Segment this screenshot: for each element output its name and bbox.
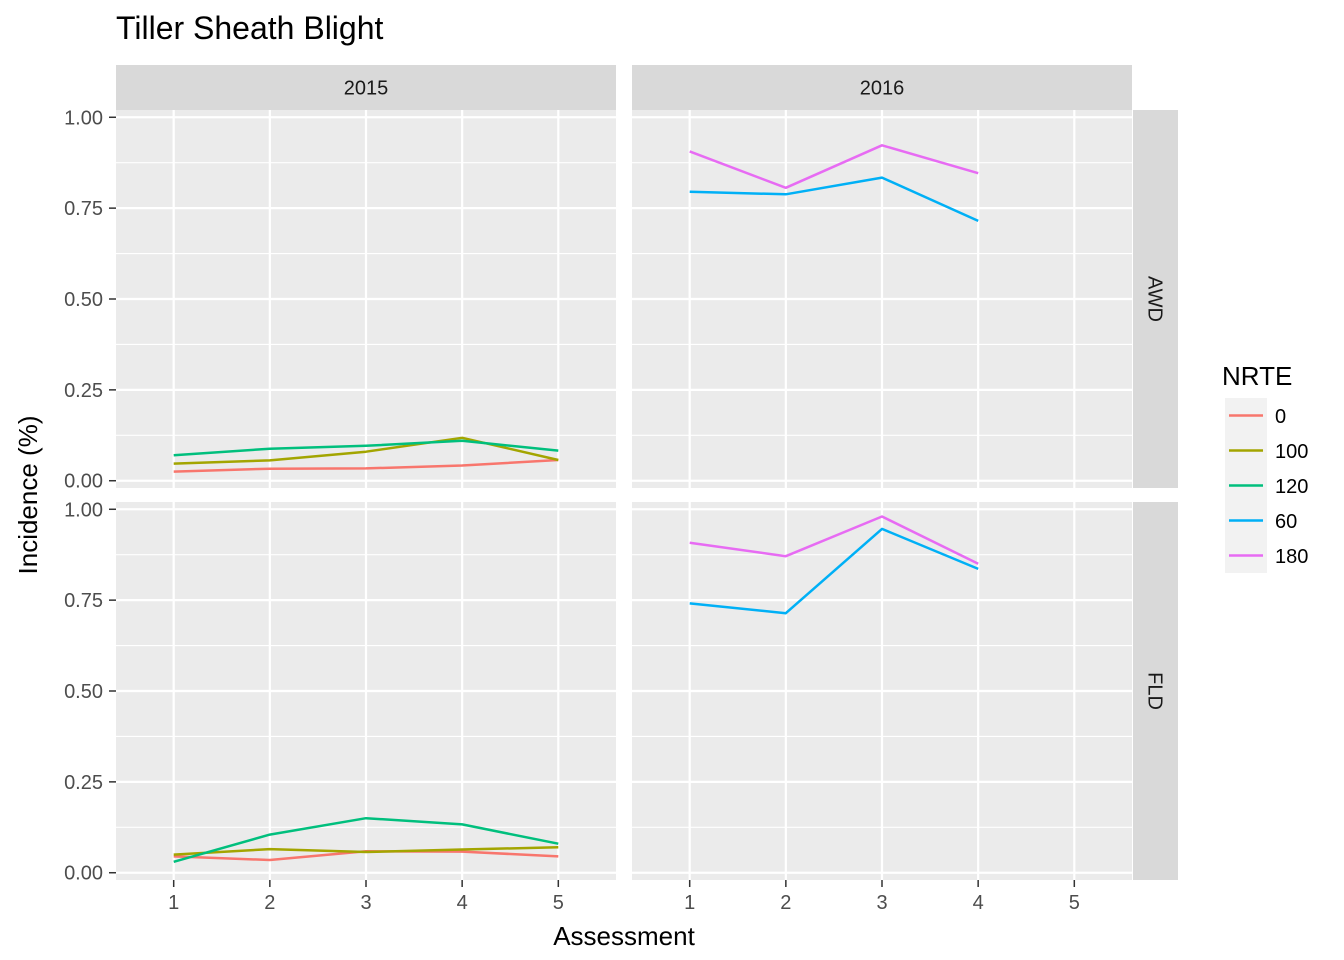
legend-label: 120	[1275, 476, 1308, 498]
x-tick-label: 5	[1069, 892, 1080, 914]
strip-2015: 2015	[116, 65, 616, 110]
y-tick-label: 0.00	[64, 471, 103, 493]
y-tick-label: 0.75	[64, 198, 103, 220]
row-strip	[1133, 110, 1178, 488]
row-strip-label: FLD	[1144, 672, 1166, 710]
legend-item-120: 120	[1225, 468, 1308, 503]
x-tick-label: 3	[876, 892, 887, 914]
series-line-180-2016-AWD	[689, 144, 979, 190]
legend-item-0: 0	[1225, 398, 1286, 433]
y-tick-label: 0.50	[64, 681, 103, 703]
row-strip-label: AWD	[1144, 276, 1166, 322]
row-strip	[1133, 502, 1178, 880]
series-line-120-2015-AWD	[173, 439, 559, 457]
x-tick-label: 2	[264, 892, 275, 914]
strip-2016: 2016	[632, 65, 1132, 110]
y-tick-label: 1.00	[64, 107, 103, 129]
x-tick-label: 4	[973, 892, 984, 914]
x-tick-label: 5	[553, 892, 564, 914]
legend-label: 0	[1275, 406, 1286, 428]
strip-AWD: AWD	[1133, 110, 1178, 488]
series-line-100-2015-FLD	[173, 846, 559, 856]
panel-2015-FLD	[116, 502, 616, 880]
y-tick-label: 0.25	[64, 380, 103, 402]
x-tick-label: 2	[780, 892, 791, 914]
column-strip-label: 2016	[860, 78, 905, 100]
x-tick-label: 1	[684, 892, 695, 914]
y-tick-label: 1.00	[64, 499, 103, 521]
x-axis-title: Assessment	[553, 921, 695, 951]
x-tick-label: 4	[457, 892, 468, 914]
chart-title: Tiller Sheath Blight	[116, 10, 384, 46]
strip-FLD: FLD	[1133, 502, 1178, 880]
column-strip	[632, 65, 1132, 110]
series-line-60-2016-FLD	[689, 527, 979, 615]
y-axis-title: Incidence (%)	[13, 416, 43, 575]
y-tick-label: 0.75	[64, 590, 103, 612]
series-line-0-2015-AWD	[173, 458, 559, 473]
legend-item-100: 100	[1225, 433, 1308, 468]
legend-item-180: 180	[1225, 538, 1308, 573]
legend-label: 60	[1275, 511, 1297, 533]
legend-label: 180	[1275, 546, 1308, 568]
panel-2016-AWD	[632, 110, 1132, 488]
legend-label: 100	[1275, 441, 1308, 463]
series-line-180-2016-FLD	[689, 515, 979, 565]
x-tick-label: 1	[168, 892, 179, 914]
legend-title: NRTE	[1222, 361, 1292, 391]
y-tick-label: 0.00	[64, 863, 103, 885]
column-strip	[116, 65, 616, 110]
panels-layer: 2015 2016 AWD FLD 0.00 0.25 0.50 0.75 1.00 0.00 0.…	[64, 65, 1178, 914]
x-tick-label: 3	[360, 892, 371, 914]
y-tick-label: 0.25	[64, 772, 103, 794]
column-strip-label: 2015	[344, 78, 389, 100]
panel-2016-FLD	[632, 502, 1132, 880]
series-line-60-2016-AWD	[689, 176, 979, 223]
y-tick-label: 0.50	[64, 289, 103, 311]
panel-2015-AWD	[116, 110, 616, 488]
legend-item-60: 60	[1225, 503, 1297, 538]
legend: NRTE 0 100 120 60 180	[1222, 361, 1308, 573]
series-line-120-2015-FLD	[173, 816, 559, 864]
